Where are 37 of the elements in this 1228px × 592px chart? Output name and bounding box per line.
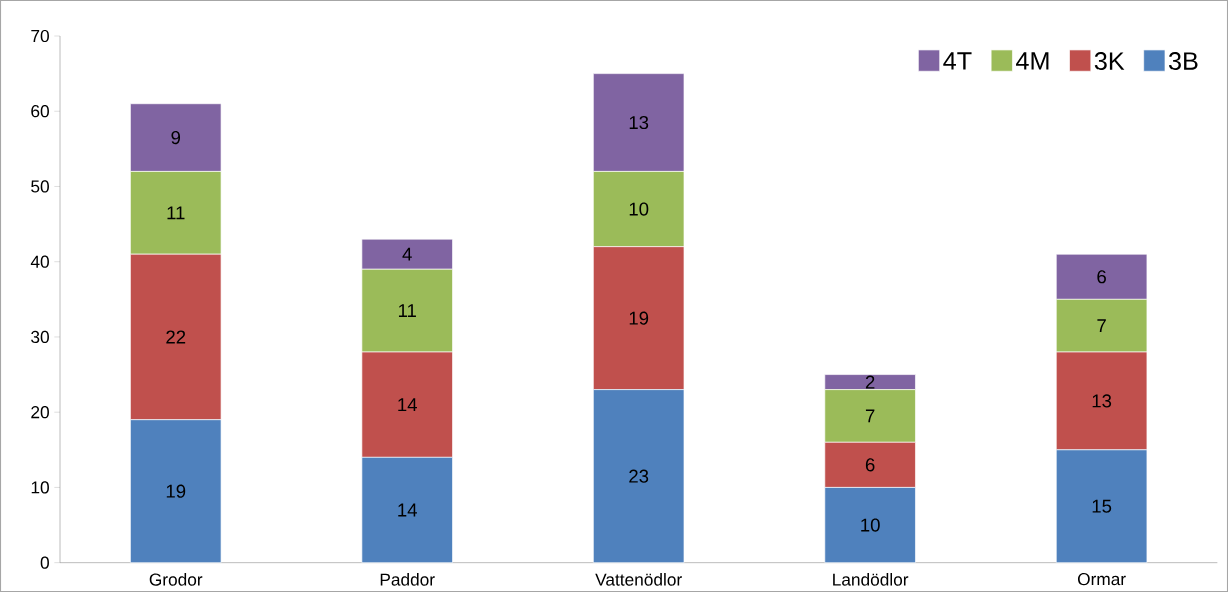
data-label: 10: [629, 202, 649, 216]
data-label: 2: [865, 375, 875, 389]
data-label: 23: [629, 469, 649, 483]
legend-label: 4M: [1016, 52, 1049, 70]
legend-label: 4T: [943, 52, 972, 70]
y-tick-label: 50: [31, 180, 49, 193]
data-label: 22: [166, 330, 186, 344]
y-tick-label: 30: [31, 330, 49, 344]
y-tick-label: 0: [40, 556, 49, 569]
data-label: 14: [398, 503, 417, 517]
y-tick-label: 20: [31, 406, 49, 419]
data-label: 4: [402, 247, 412, 261]
data-label: 13: [1092, 394, 1112, 408]
data-label: 6: [865, 458, 875, 472]
y-tick-label: 40: [30, 255, 49, 268]
y-tick-label: 10: [31, 481, 49, 494]
x-tick-label: Grodor: [149, 573, 203, 586]
data-label: 7: [1097, 319, 1106, 333]
x-tick-label: Paddor: [380, 573, 435, 586]
x-tick-label: Landödlor: [833, 573, 909, 586]
x-tick-label: Ormar: [1077, 573, 1126, 586]
x-tick-label: Vattenödlor: [595, 573, 682, 586]
data-label: 9: [171, 130, 181, 145]
legend-label: 3B: [1168, 52, 1198, 70]
data-label: 14: [398, 398, 417, 412]
data-label: 11: [167, 206, 185, 220]
data-label: 15: [1092, 499, 1112, 513]
data-label: 11: [398, 304, 416, 318]
data-label: 19: [629, 311, 649, 325]
y-tick-label: 70: [31, 29, 49, 43]
y-tick-label: 60: [31, 105, 49, 118]
data-label: 19: [166, 484, 186, 498]
legend-label: 3K: [1094, 52, 1125, 70]
data-label: 10: [861, 518, 880, 532]
data-label: 13: [629, 115, 649, 130]
data-label: 6: [1097, 270, 1106, 284]
data-label: 7: [865, 409, 875, 423]
